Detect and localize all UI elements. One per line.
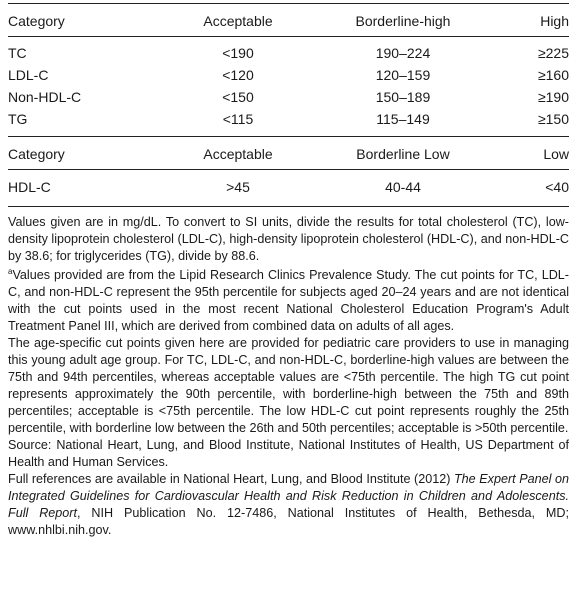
table2-header-borderline-low: Borderline Low (356, 146, 450, 162)
table-cell: ≥225 (537, 45, 569, 61)
table-cell: ≥160 (537, 67, 569, 83)
table2-header-category: Category (8, 146, 65, 162)
table-cell: HDL-C (8, 179, 51, 195)
table1-header-high: High (540, 13, 569, 29)
references-title: The Expert Panel on Integrated Guideline… (8, 472, 569, 520)
table-cell: LDL-C (8, 67, 49, 83)
table-cell: 40-44 (385, 179, 421, 195)
table-cell: 115–149 (376, 111, 430, 127)
table-notes: Values given are in mg/dL. To convert to… (8, 214, 569, 539)
table-cell: <120 (222, 67, 254, 83)
table-cell: <40 (545, 179, 569, 195)
references-suffix: , NIH Publication No. 12-7486, National … (8, 506, 569, 537)
table1-header-row: Category Acceptable Borderline-high High (8, 4, 569, 36)
table-cell: Non-HDL-C (8, 89, 82, 105)
table1-header-rule (8, 36, 569, 37)
table1-header-acceptable: Acceptable (203, 13, 273, 29)
table2-header-row: Category Acceptable Borderline Low Low (8, 137, 569, 169)
table-cell: 150–189 (375, 89, 431, 105)
table-cell: <115 (222, 111, 254, 127)
table-cell: <190 (222, 45, 254, 61)
table2-header-rule (8, 169, 569, 170)
table-cell: 190–224 (375, 45, 431, 61)
table2-header-acceptable: Acceptable (203, 146, 273, 162)
footnote-marker: a (8, 266, 13, 276)
table-cell: ≥190 (537, 89, 569, 105)
table-cell: ≥150 (537, 111, 569, 127)
table1-bottom-rule (8, 136, 569, 137)
units-note: Values given are in mg/dL. To convert to… (8, 215, 569, 263)
source-note: Source: National Heart, Lung, and Blood … (8, 438, 569, 469)
table2-header-low: Low (543, 146, 569, 162)
top-rule (8, 3, 569, 4)
references-prefix: Full references are available in Nationa… (8, 472, 454, 486)
table-cell: TC (8, 45, 27, 61)
table-cell: <150 (222, 89, 254, 105)
lipid-cutpoints-document: Category Acceptable Borderline-high High… (8, 0, 569, 539)
footnote-a-text: Values provided are from the Lipid Resea… (8, 268, 569, 333)
table2-body: HDL-C >45 40-44 <40 (8, 170, 569, 206)
table1-header-borderline-high: Borderline-high (355, 13, 451, 29)
table1-body: TC <190 190–224 ≥225 LDL-C <120 120–159 … (8, 37, 569, 136)
table1-header-category: Category (8, 13, 65, 29)
footnote-a: aValues provided are from the Lipid Rese… (8, 267, 569, 335)
table-cell: TG (8, 111, 28, 127)
age-specific-note: The age-specific cut points given here a… (8, 336, 569, 435)
table-cell: 120–159 (375, 67, 431, 83)
table2-bottom-rule (8, 206, 569, 207)
table-cell: >45 (226, 179, 250, 195)
references-note: Full references are available in Nationa… (8, 471, 569, 539)
